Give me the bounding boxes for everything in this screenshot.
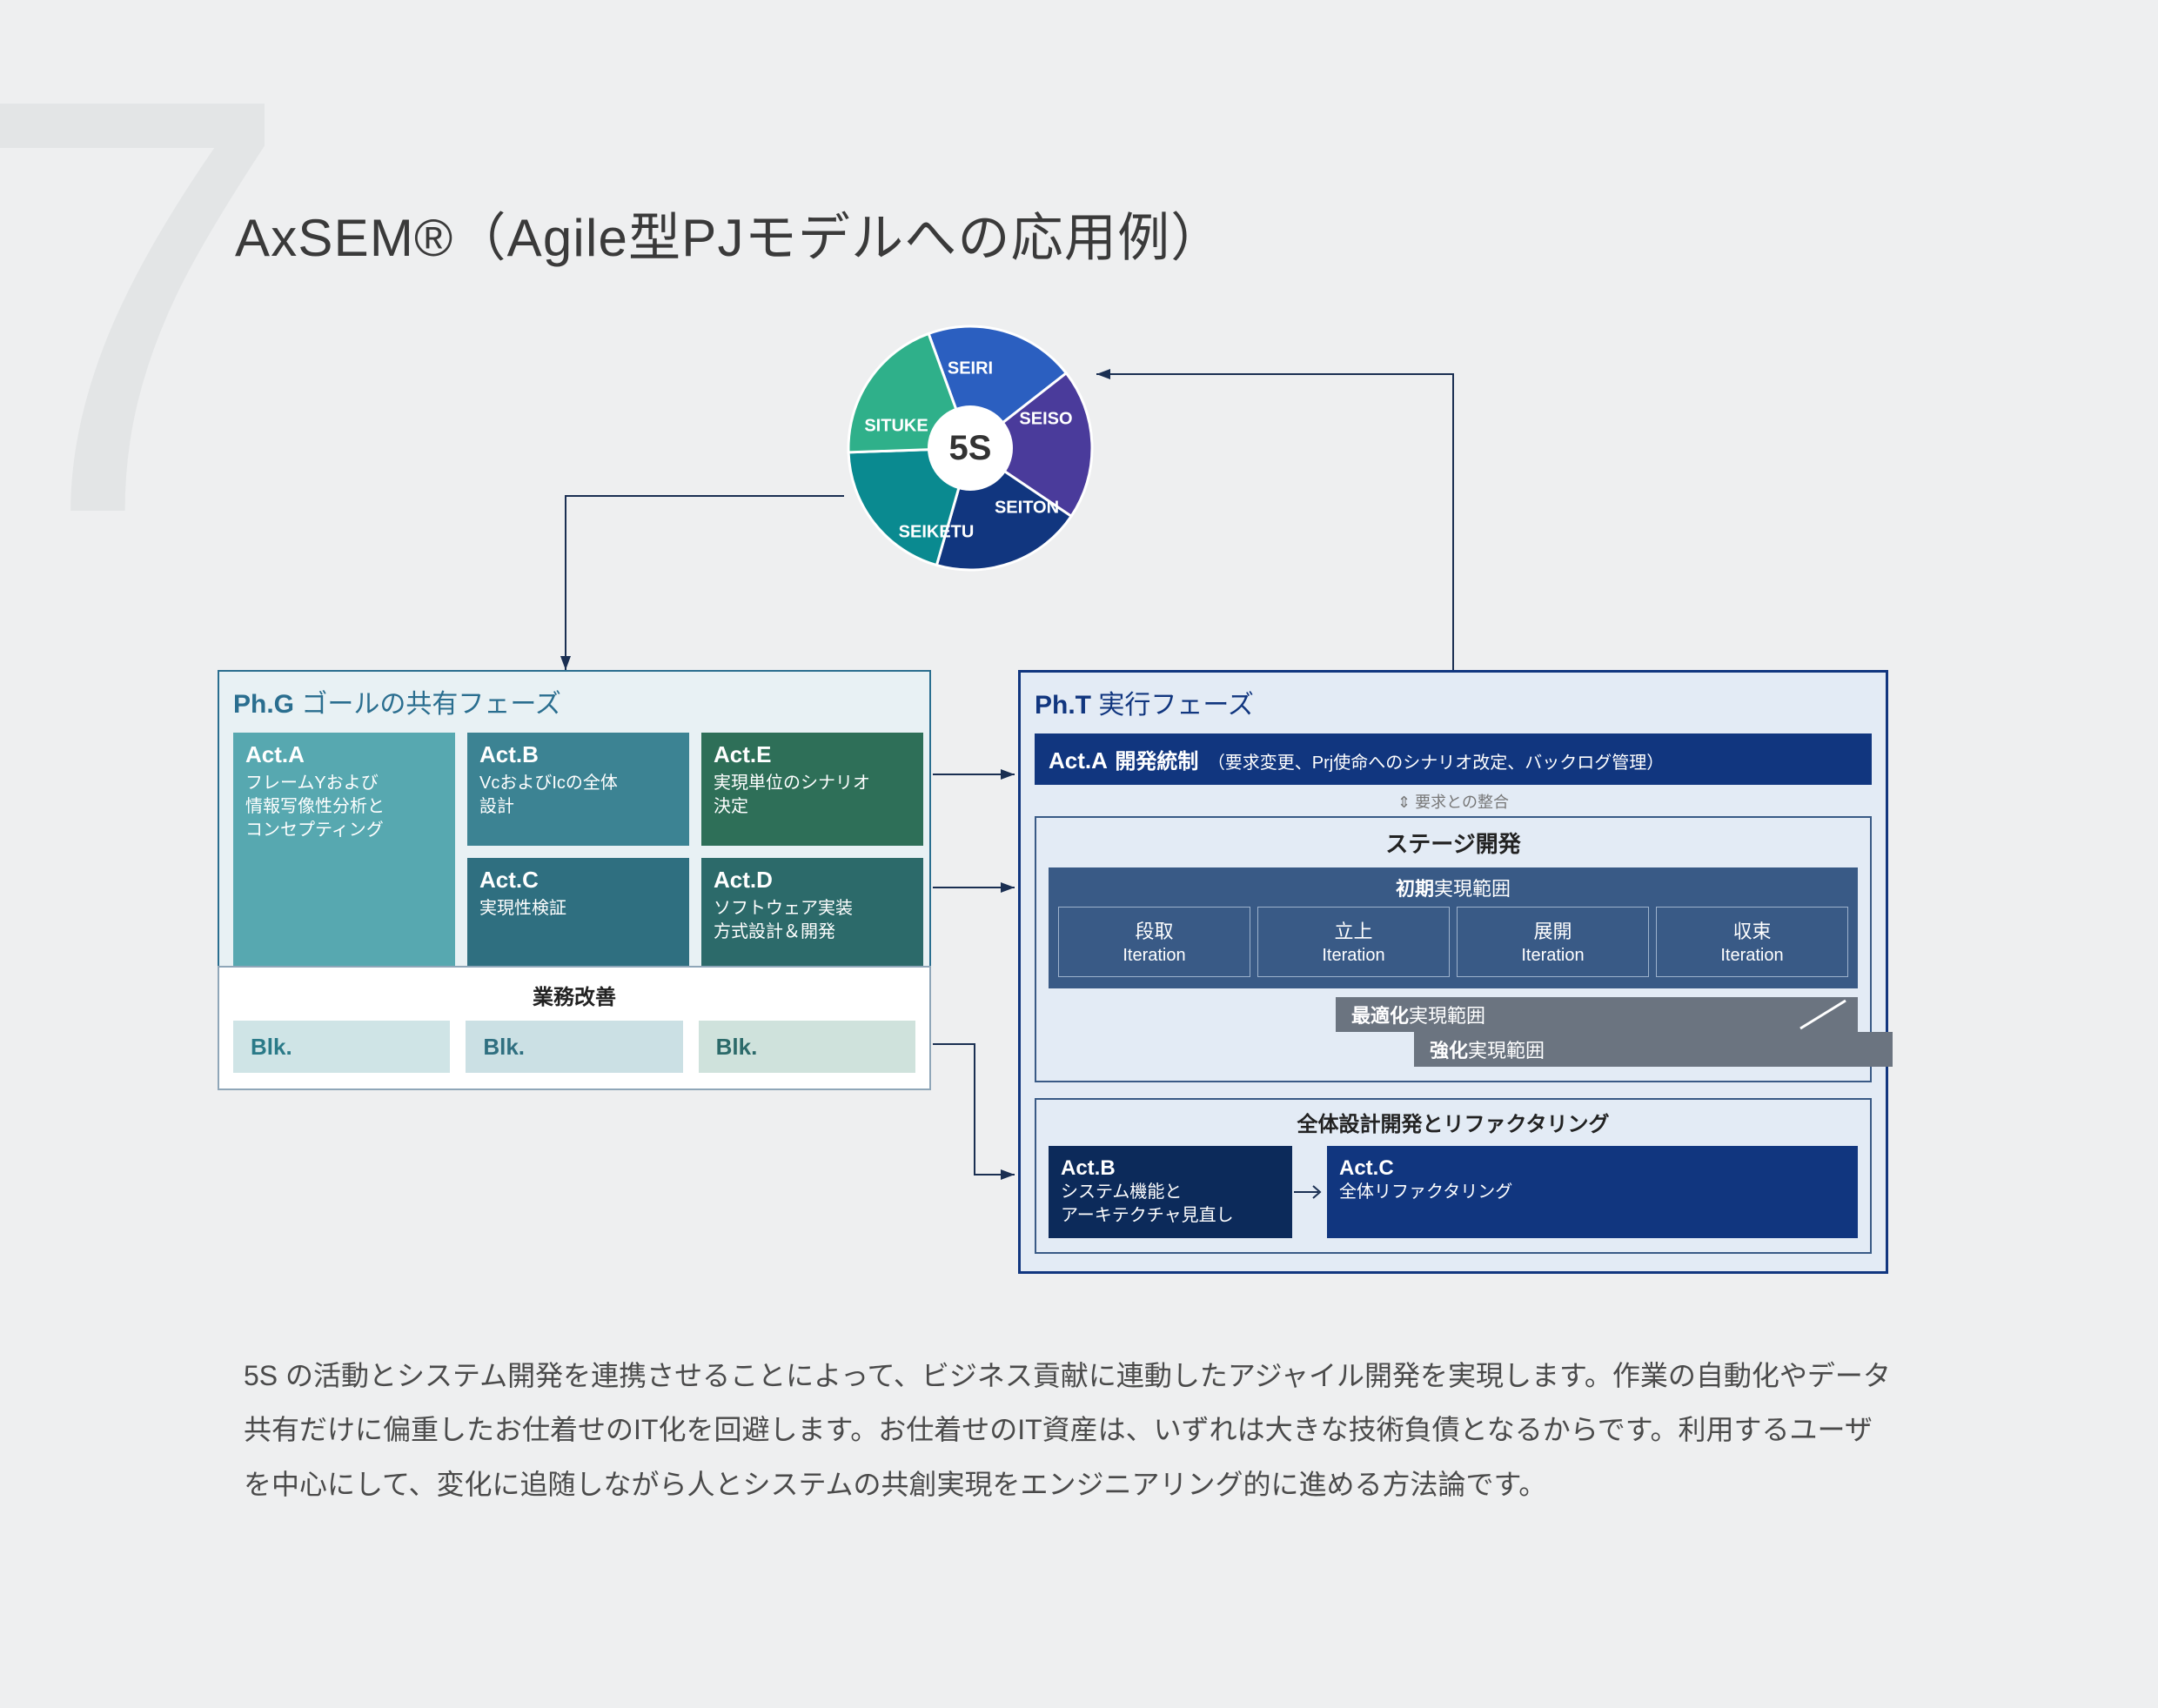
- req-align-label: ⇕ 要求との整合: [1035, 790, 1872, 813]
- pie-segment-label: SEIRI: [948, 359, 993, 379]
- gyomu-title: 業務改善: [233, 980, 915, 1010]
- act-e-desc: 実現単位のシナリオ決定: [714, 774, 870, 816]
- refactor-title: 全体設計開発とリファクタリング: [1049, 1107, 1858, 1137]
- stage-dev-title: ステージ開発: [1049, 827, 1858, 859]
- act-d: Act.D ソフトウェア実装方式設計＆開発: [701, 858, 923, 971]
- iteration-cell: 段取Iteration: [1058, 907, 1250, 977]
- pie-segment-label: SITUKE: [864, 417, 928, 437]
- initial-scope: 初期実現範囲 段取Iteration立上Iteration展開Iteration…: [1049, 867, 1858, 988]
- refactor-section: 全体設計開発とリファクタリング Act.B システム機能とアーキテクチャ見直し …: [1035, 1098, 1872, 1254]
- stage-dev: ステージ開発 初期実現範囲 段取Iteration立上Iteration展開It…: [1035, 816, 1872, 1082]
- phase-t: Ph.T 実行フェーズ Act.A 開発統制 （要求変更、Prj使命へのシナリオ…: [1018, 670, 1888, 1274]
- act-a: Act.A フレームYおよび情報写像性分析とコンセプティング: [233, 733, 455, 971]
- scope-bar: 強化実現範囲: [1414, 1032, 1893, 1067]
- pie-center-label: 5S: [928, 405, 1013, 491]
- act-c-t: Act.C 全体リファクタリング: [1327, 1146, 1858, 1238]
- act-b: Act.B VcおよびIcの全体設計: [467, 733, 689, 846]
- pie-segment-label: SEITON: [995, 499, 1059, 519]
- pie-segment-label: SEISO: [1019, 410, 1072, 430]
- act-c: Act.C 実現性検証: [467, 858, 689, 971]
- initial-scope-title: 初期実現範囲: [1049, 874, 1857, 901]
- pie-segment-label: SEIKETU: [899, 523, 975, 543]
- act-d-desc: ソフトウェア実装方式設計＆開発: [714, 899, 853, 941]
- phase-g-title: Ph.G ゴールの共有フェーズ: [233, 682, 915, 720]
- act-b-desc: VcおよびIcの全体設計: [479, 774, 618, 816]
- five-s-pie: 5S SEIRI SEISO SEITON SEIKETU SITUKE: [844, 322, 1096, 574]
- gyomu-kaizen: 業務改善 Blk. Blk. Blk.: [218, 966, 931, 1090]
- description-text: 5S の活動とシステム開発を連携させることによって、ビジネス貢献に連動したアジャ…: [244, 1349, 1897, 1511]
- diagram-stage: 5S SEIRI SEISO SEITON SEIKETU SITUKE Ph.G ゴー…: [218, 322, 1888, 1262]
- phase-t-title: Ph.T 実行フェーズ: [1035, 683, 1872, 721]
- act-a-t: Act.A 開発統制 （要求変更、Prj使命へのシナリオ改定、バックログ管理）: [1035, 733, 1872, 785]
- act-c-desc: 実現性検証: [479, 899, 566, 918]
- act-e: Act.E 実現単位のシナリオ決定: [701, 733, 923, 846]
- gyomu-block: Blk.: [466, 1021, 682, 1073]
- refactor-arrow-icon: [1292, 1146, 1327, 1238]
- page-title: AxSEM®（Agile型PJモデルへの応用例）: [235, 196, 1224, 271]
- iteration-cell: 収束Iteration: [1656, 907, 1848, 977]
- iteration-cell: 立上Iteration: [1257, 907, 1450, 977]
- scope-bar: 最適化実現範囲: [1336, 997, 1858, 1032]
- gyomu-block: Blk.: [699, 1021, 915, 1073]
- iteration-cell: 展開Iteration: [1457, 907, 1649, 977]
- act-a-desc: フレームYおよび情報写像性分析とコンセプティング: [245, 774, 385, 840]
- gyomu-block: Blk.: [233, 1021, 450, 1073]
- phase-g: Ph.G ゴールの共有フェーズ Act.A フレームYおよび情報写像性分析とコン…: [218, 670, 931, 988]
- act-b-t: Act.B システム機能とアーキテクチャ見直し: [1049, 1146, 1292, 1238]
